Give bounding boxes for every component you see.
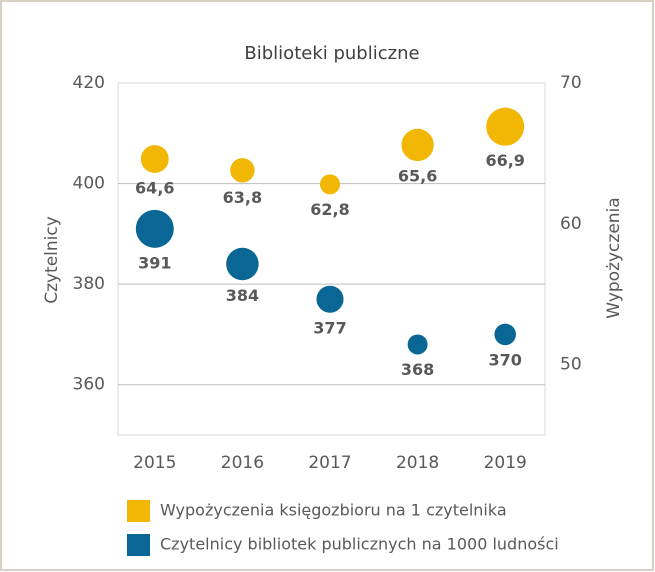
bubble [401,128,434,162]
bubble [486,107,525,146]
data-label: 66,9 [485,151,524,170]
data-label: 368 [401,360,434,379]
y2-tick-label: 70 [560,73,582,93]
bubble [320,174,340,195]
y-tick-label: 400 [73,174,105,194]
bubble [135,209,174,248]
data-label: 391 [138,253,171,272]
legend-swatch [127,500,150,522]
y2-tick-label: 60 [560,214,582,234]
y-tick-label: 420 [73,73,105,93]
y-tick-label: 360 [73,375,105,395]
x-tick-label: 2019 [484,453,527,473]
x-tick-label: 2018 [396,453,439,473]
data-label: 377 [313,318,346,337]
bubble [140,145,169,173]
y2-axis-label: Wypożyczenia [604,197,624,318]
y-tick-label: 380 [73,274,105,294]
data-label: 63,8 [223,188,262,207]
plot-area [117,82,546,436]
data-label: 370 [488,351,521,370]
x-tick-label: 2016 [221,453,264,473]
data-label: 65,6 [398,167,437,186]
legend-label: Wypożyczenia księgozbioru na 1 czytelnik… [160,501,507,520]
bubble [230,158,255,183]
data-label: 384 [226,286,259,305]
legend-label: Czytelnicy bibliotek publicznych na 1000… [160,535,559,554]
bubble [316,285,344,313]
data-label: 62,8 [310,200,349,219]
data-label: 64,6 [135,178,174,197]
x-tick-label: 2015 [133,453,176,473]
y-axis-label: Czytelnicy [42,216,62,304]
x-tick-label: 2017 [308,453,351,473]
bubble [407,334,428,355]
bubble [494,323,516,346]
y2-tick-label: 50 [560,355,582,375]
chart-title: Biblioteki publiczne [244,43,419,64]
bubble [226,247,259,281]
legend-swatch [127,534,150,556]
